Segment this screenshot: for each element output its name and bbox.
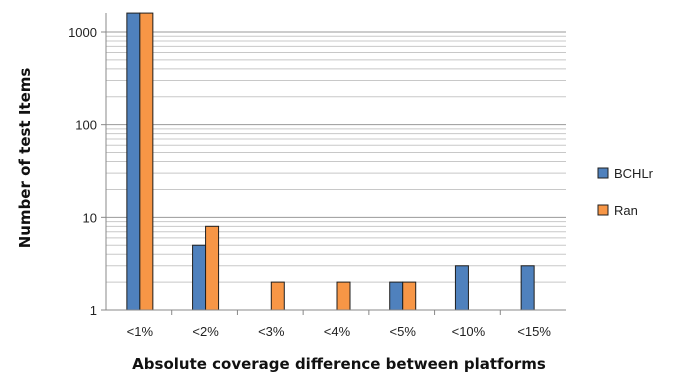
x-tick-label: <4% <box>324 324 351 339</box>
x-tick-labels: <1% <2% <3% <4% <5% <10% <15% <box>127 310 551 339</box>
x-axis-title: Absolute coverage difference between pla… <box>132 355 546 373</box>
x-tick-label: <15% <box>517 324 551 339</box>
bar-bchlr-0 <box>126 12 141 311</box>
y-tick-labels: 1 10 100 1000 <box>68 25 106 318</box>
bar-ran-0 <box>139 12 154 311</box>
y-tick-label: 1 <box>90 303 97 318</box>
y-tick-label: 10 <box>83 210 97 225</box>
bar-ran-3 <box>336 281 351 311</box>
x-tick-label: <5% <box>390 324 417 339</box>
x-tick-label: <3% <box>258 324 285 339</box>
legend-label-ran: Ran <box>614 203 638 218</box>
y-tick-label: 100 <box>75 118 97 133</box>
x-tick-label: <10% <box>452 324 486 339</box>
bar-ran-1 <box>205 225 220 311</box>
x-tick-label: <2% <box>192 324 219 339</box>
bar-bchlr-1 <box>192 244 207 311</box>
legend-swatch-ran <box>597 204 609 216</box>
x-tick-label: <1% <box>127 324 154 339</box>
bar-ran-4 <box>402 281 417 311</box>
bar-bchlr-5 <box>454 265 469 311</box>
legend-swatch-bchlr <box>597 167 609 179</box>
bar-bchlr-4 <box>389 281 404 311</box>
bars <box>126 12 535 311</box>
y-axis-title: Number of test Items <box>16 68 34 249</box>
axes <box>105 13 566 311</box>
bar-bchlr-6 <box>520 265 535 311</box>
y-tick-label: 1000 <box>68 25 97 40</box>
legend: BCHLr Ran <box>597 166 654 218</box>
gridlines <box>106 31 566 311</box>
bar-ran-2 <box>270 281 285 311</box>
legend-label-bchlr: BCHLr <box>614 166 654 181</box>
